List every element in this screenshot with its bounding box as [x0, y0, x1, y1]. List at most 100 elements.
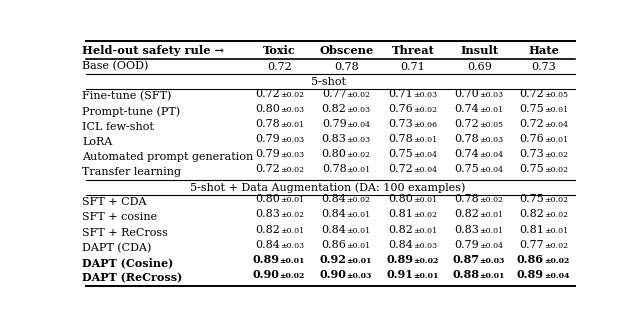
- Text: ±0.01: ±0.01: [479, 106, 504, 114]
- Text: ±0.01: ±0.01: [479, 226, 504, 234]
- Text: 0.75: 0.75: [519, 104, 544, 114]
- Text: 0.86: 0.86: [516, 254, 544, 265]
- Text: SFT + ReCross: SFT + ReCross: [83, 227, 168, 237]
- Text: ±0.02: ±0.02: [479, 196, 503, 204]
- Text: 0.78: 0.78: [454, 134, 479, 144]
- Text: ±0.02: ±0.02: [413, 211, 437, 219]
- Text: ±0.01: ±0.01: [347, 211, 371, 219]
- Text: ±0.04: ±0.04: [413, 151, 437, 159]
- Text: ±0.04: ±0.04: [479, 242, 503, 250]
- Text: 0.72: 0.72: [268, 61, 292, 71]
- Text: ±0.03: ±0.03: [280, 151, 304, 159]
- Text: Prompt-tune (PT): Prompt-tune (PT): [83, 107, 180, 117]
- Text: ±0.03: ±0.03: [413, 91, 437, 99]
- Text: 0.72: 0.72: [255, 89, 280, 99]
- Text: 0.90: 0.90: [320, 269, 347, 280]
- Text: ±0.01: ±0.01: [544, 136, 568, 144]
- Text: 0.89: 0.89: [516, 269, 544, 280]
- Text: 0.82: 0.82: [388, 224, 413, 234]
- Text: LoRA: LoRA: [83, 137, 113, 147]
- Text: Automated prompt generation: Automated prompt generation: [83, 152, 253, 162]
- Text: Base (OOD): Base (OOD): [83, 61, 149, 72]
- Text: 0.75: 0.75: [519, 194, 544, 204]
- Text: 0.83: 0.83: [454, 224, 479, 234]
- Text: ±0.03: ±0.03: [347, 272, 372, 280]
- Text: ±0.05: ±0.05: [544, 91, 568, 99]
- Text: 0.78: 0.78: [454, 194, 479, 204]
- Text: DAPT (ReCross): DAPT (ReCross): [83, 273, 183, 284]
- Text: 0.75: 0.75: [519, 164, 544, 174]
- Text: ±0.01: ±0.01: [347, 166, 371, 174]
- Text: 0.83: 0.83: [255, 209, 280, 219]
- Text: 0.79: 0.79: [255, 149, 280, 159]
- Text: ±0.02: ±0.02: [544, 196, 568, 204]
- Text: ±0.01: ±0.01: [544, 226, 568, 234]
- Text: 0.86: 0.86: [322, 240, 347, 250]
- Text: ±0.06: ±0.06: [413, 121, 437, 129]
- Text: 0.90: 0.90: [253, 269, 280, 280]
- Text: 0.84: 0.84: [255, 240, 280, 250]
- Text: ±0.03: ±0.03: [280, 106, 304, 114]
- Text: ±0.02: ±0.02: [544, 242, 568, 250]
- Text: 0.80: 0.80: [388, 194, 413, 204]
- Text: ±0.03: ±0.03: [347, 136, 371, 144]
- Text: ±0.02: ±0.02: [280, 91, 303, 99]
- Text: ±0.01: ±0.01: [413, 226, 437, 234]
- Text: 0.72: 0.72: [454, 119, 479, 129]
- Text: 0.79: 0.79: [322, 119, 347, 129]
- Text: 0.79: 0.79: [454, 240, 479, 250]
- Text: 0.77: 0.77: [322, 89, 347, 99]
- Text: 0.81: 0.81: [388, 209, 413, 219]
- Text: ±0.02: ±0.02: [413, 106, 437, 114]
- Text: DAPT (CDA): DAPT (CDA): [83, 242, 152, 253]
- Text: ±0.02: ±0.02: [280, 272, 305, 280]
- Text: ±0.02: ±0.02: [280, 166, 303, 174]
- Text: 0.78: 0.78: [255, 119, 280, 129]
- Text: ±0.04: ±0.04: [479, 151, 503, 159]
- Text: 5-shot + Data Augmentation (DA: 100 examples): 5-shot + Data Augmentation (DA: 100 exam…: [190, 182, 466, 193]
- Text: ±0.01: ±0.01: [280, 196, 304, 204]
- Text: ±0.01: ±0.01: [280, 257, 305, 265]
- Text: Threat: Threat: [392, 45, 435, 55]
- Text: ±0.01: ±0.01: [280, 226, 304, 234]
- Text: Transfer learning: Transfer learning: [83, 167, 182, 177]
- Text: ±0.01: ±0.01: [413, 196, 437, 204]
- Text: Obscene: Obscene: [319, 45, 374, 55]
- Text: 0.80: 0.80: [322, 149, 347, 159]
- Text: ±0.01: ±0.01: [479, 211, 504, 219]
- Text: 0.75: 0.75: [388, 149, 413, 159]
- Text: ±0.02: ±0.02: [544, 211, 568, 219]
- Text: 0.87: 0.87: [452, 254, 479, 265]
- Text: ±0.01: ±0.01: [347, 242, 371, 250]
- Text: 0.75: 0.75: [454, 164, 479, 174]
- Text: 0.81: 0.81: [519, 224, 544, 234]
- Text: 0.88: 0.88: [452, 269, 479, 280]
- Text: 0.89: 0.89: [253, 254, 280, 265]
- Text: 0.82: 0.82: [255, 224, 280, 234]
- Text: 0.80: 0.80: [255, 194, 280, 204]
- Text: ±0.03: ±0.03: [280, 136, 304, 144]
- Text: ±0.03: ±0.03: [347, 106, 371, 114]
- Text: ICL few-shot: ICL few-shot: [83, 122, 154, 132]
- Text: 0.92: 0.92: [320, 254, 347, 265]
- Text: Held-out safety rule →: Held-out safety rule →: [83, 45, 225, 55]
- Text: ±0.02: ±0.02: [544, 257, 569, 265]
- Text: ±0.04: ±0.04: [544, 272, 569, 280]
- Text: ±0.04: ±0.04: [347, 121, 371, 129]
- Text: 5-shot: 5-shot: [310, 76, 346, 87]
- Text: 0.72: 0.72: [519, 119, 544, 129]
- Text: Insult: Insult: [460, 45, 499, 55]
- Text: ±0.03: ±0.03: [413, 242, 437, 250]
- Text: 0.73: 0.73: [388, 119, 413, 129]
- Text: ±0.01: ±0.01: [479, 272, 505, 280]
- Text: 0.80: 0.80: [255, 104, 280, 114]
- Text: SFT + cosine: SFT + cosine: [83, 212, 157, 222]
- Text: 0.78: 0.78: [322, 164, 347, 174]
- Text: 0.82: 0.82: [519, 209, 544, 219]
- Text: 0.78: 0.78: [388, 134, 413, 144]
- Text: ±0.02: ±0.02: [544, 166, 568, 174]
- Text: DAPT (Cosine): DAPT (Cosine): [83, 258, 173, 269]
- Text: 0.79: 0.79: [255, 134, 280, 144]
- Text: ±0.02: ±0.02: [347, 91, 371, 99]
- Text: ±0.04: ±0.04: [479, 166, 503, 174]
